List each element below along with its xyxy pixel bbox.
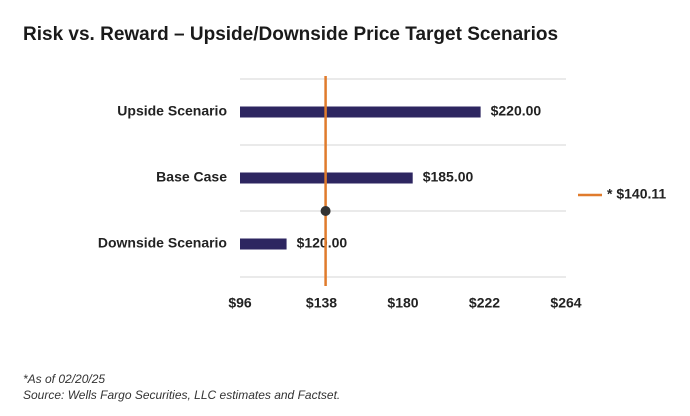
x-tick-label: $222 <box>469 295 500 311</box>
value-label: $120.00 <box>297 235 348 251</box>
source-note: Source: Wells Fargo Securities, LLC esti… <box>23 388 340 402</box>
reference-dot <box>320 206 331 216</box>
legend-label: * $140.11 <box>607 186 666 202</box>
y-tick-label: Downside Scenario <box>98 235 227 251</box>
x-tick-label: $138 <box>306 295 337 311</box>
x-tick-label: $96 <box>228 295 252 311</box>
chart-title: Risk vs. Reward – Upside/Downside Price … <box>23 24 558 45</box>
value-label: $185.00 <box>423 169 474 185</box>
footnote: *As of 02/20/25 <box>23 372 105 386</box>
y-tick-label: Upside Scenario <box>117 103 227 119</box>
y-tick-label: Base Case <box>156 169 227 185</box>
bar <box>240 238 287 250</box>
bar <box>240 106 481 118</box>
x-tick-label: $180 <box>387 295 418 311</box>
value-label: $220.00 <box>491 103 542 119</box>
x-tick-label: $264 <box>550 295 581 311</box>
